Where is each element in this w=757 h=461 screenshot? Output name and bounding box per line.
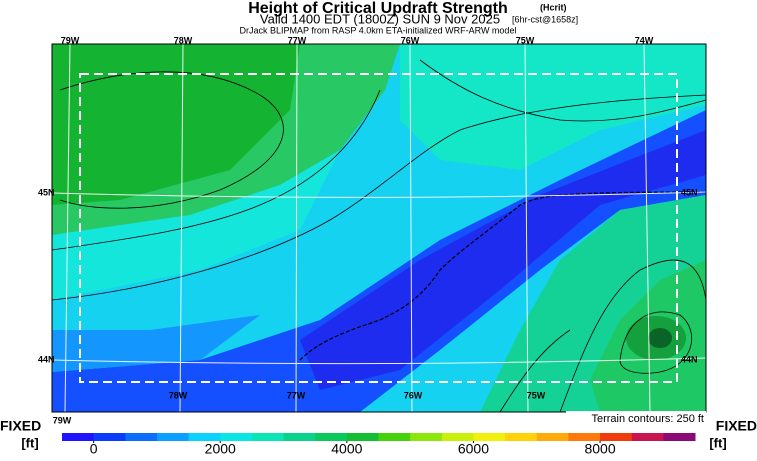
valid-time: Valid 1400 EDT (1800Z) SUN 9 Nov 2025 [260,11,500,26]
colorbar-swatch [125,433,158,441]
terrain-contours [51,59,707,413]
colorbar-swatch [568,433,601,441]
lon-label: 78W [169,390,188,400]
lat-label: 44N [38,354,55,364]
domain-box [79,73,678,383]
lon-label: 74W [635,35,654,45]
lat-label: 44N [681,354,698,364]
map-border [51,43,707,413]
colorbar-label: FIXED [716,418,757,434]
lon-label: 79W [61,35,80,45]
lon-label: 77W [288,35,307,45]
source: DrJack BLIPMAP from RASP 4.0km ETA-initi… [240,25,517,35]
colorbar-swatch [315,433,348,441]
colorbar-unit: [ft] [21,435,38,450]
map-labels: 79W 78W 77W 76W 75W 74W 79W 78W 77W 76W 75W 45N 44N 4… [38,35,698,425]
colorbar: 0 2000 4000 6000 8000 [62,433,696,457]
title-tag: (Hcrit) [540,2,567,12]
valid-tag: [6hr-cst@1658z] [512,14,578,24]
colorbar-swatch [536,433,569,441]
lon-label: 76W [401,35,420,45]
colorbar-swatch [505,433,538,441]
lon-label: 79W [53,415,72,425]
colorbar-swatch [473,433,506,441]
colorbar-swatch [410,433,443,441]
lon-label: 75W [516,35,535,45]
terrain-note: Terrain contours: 250 ft [591,413,704,425]
lon-label: 75W [527,390,546,400]
colorbar-swatch [663,433,696,441]
colorbar-tick-label: 0 [90,441,98,456]
lon-label: 76W [404,390,423,400]
lon-label: 78W [174,35,193,45]
colorbar-swatch [93,433,126,441]
colorbar-tick-label: 2000 [205,441,236,456]
lat-label: 45N [681,187,698,197]
colorbar-swatch [220,433,253,441]
note-bg [566,411,706,426]
colorbar-tick-label: 6000 [458,441,489,456]
colorbar-swatch [283,433,316,441]
colorbar-unit: [ft] [709,435,726,450]
colorbar-swatch [378,433,411,441]
graticule [51,43,707,413]
region [52,315,260,372]
colorbar-tick-label: 4000 [331,441,362,456]
colorbar-swatch [346,433,379,441]
region [400,44,706,170]
colorbar-swatch [600,433,633,441]
colorbar-swatch [441,433,474,441]
lon-label: 77W [287,390,306,400]
map [51,43,707,413]
title: Height of Critical Updraft Strength [248,0,508,17]
colorbar-label: FIXED [0,418,41,434]
lat-label: 45N [38,187,55,197]
colorbar-swatch [188,433,221,441]
colorbar-swatch [251,433,285,441]
colorbar-swatch [631,433,664,441]
colorbar-tick-label: 8000 [584,441,615,456]
colorbar-swatch [62,433,95,441]
region [648,328,672,348]
colorbar-swatch [156,433,190,441]
